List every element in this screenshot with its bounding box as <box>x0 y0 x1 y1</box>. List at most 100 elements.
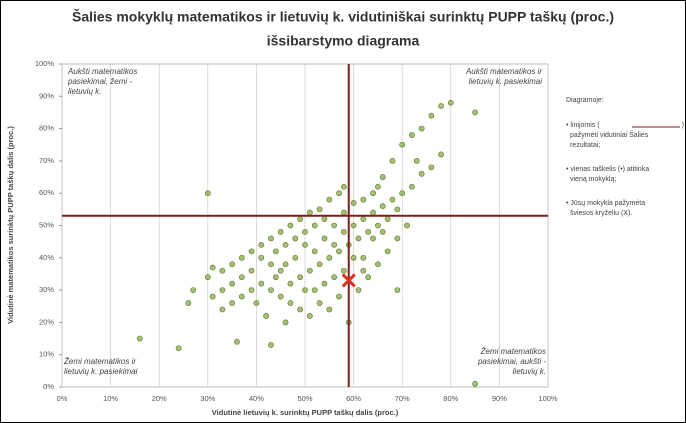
point <box>438 151 444 158</box>
point <box>355 235 362 242</box>
point <box>229 280 235 287</box>
x-tick-label: 100% <box>538 394 558 403</box>
y-tick-label: 30% <box>39 285 54 294</box>
point <box>316 206 323 213</box>
point <box>350 199 357 206</box>
notes-text: • vienas taškelis (•) atitinka <box>566 166 649 173</box>
notes-text: šviesos kryželiu (X). <box>570 210 632 217</box>
y-tick-label: 20% <box>39 317 54 326</box>
point <box>336 248 342 255</box>
point <box>234 338 240 345</box>
chart-title: išsibarstymo diagrama <box>267 33 420 49</box>
y-tick-label: 100% <box>35 59 55 68</box>
point <box>175 345 182 352</box>
point <box>379 229 386 235</box>
point <box>292 235 299 242</box>
x-tick-label: 30% <box>200 394 215 403</box>
quadrant-label: Aukšti matematikos ir <box>465 67 542 76</box>
point <box>268 235 274 242</box>
point <box>360 267 367 274</box>
y-axis-label: Vidutinė matematikos surinktų PUPP taškų… <box>6 126 15 324</box>
point <box>350 222 357 229</box>
point <box>399 141 406 148</box>
chart-title: Šalies mokyklų matematikos ir lietuvių k… <box>72 8 614 25</box>
point <box>379 174 386 180</box>
point <box>287 280 294 287</box>
point <box>331 222 338 229</box>
point <box>360 216 367 222</box>
point <box>204 190 211 197</box>
point <box>370 235 376 242</box>
notes-text: ) <box>682 122 684 129</box>
point <box>394 206 401 213</box>
point <box>268 287 274 293</box>
point <box>384 248 391 255</box>
point <box>297 274 304 281</box>
point <box>336 293 342 300</box>
point <box>238 293 245 300</box>
point <box>374 222 381 229</box>
point <box>472 380 478 387</box>
notes-heading: Diagramoje: <box>566 97 604 104</box>
point <box>258 241 265 248</box>
point <box>238 274 245 281</box>
point <box>277 229 284 235</box>
notes-text: pažymėti vidutiniai Šalies <box>570 130 649 139</box>
point <box>360 254 367 261</box>
quadrant-label: pasiekimai, žemi - <box>67 77 132 86</box>
point <box>297 306 304 313</box>
y-tick-label: 90% <box>39 91 54 100</box>
notes-text: rezultatai; <box>570 142 600 149</box>
point <box>365 229 372 235</box>
point <box>331 274 338 281</box>
point <box>253 300 260 306</box>
x-axis-label: Vidutinė lietuvių k. surinktų PUPP taškų… <box>212 408 399 417</box>
y-tick-label: 10% <box>39 350 54 359</box>
point <box>297 216 304 222</box>
point <box>209 264 216 271</box>
point <box>219 287 226 293</box>
point <box>370 209 376 216</box>
quadrant-label: pasiekimai, aukšti - <box>477 357 546 366</box>
point <box>302 287 308 293</box>
point <box>268 342 274 348</box>
point <box>136 335 143 342</box>
point <box>272 274 279 281</box>
point <box>287 300 294 306</box>
point <box>355 287 362 293</box>
point <box>326 306 333 313</box>
point <box>311 248 318 255</box>
point <box>418 125 425 132</box>
point <box>447 99 454 106</box>
point <box>389 157 396 164</box>
point <box>409 183 415 190</box>
point <box>311 287 318 293</box>
point <box>394 287 401 293</box>
x-tick-label: 50% <box>297 394 312 403</box>
point <box>374 261 381 268</box>
x-tick-label: 70% <box>395 394 410 403</box>
point <box>209 293 216 300</box>
quadrant-label: Žemi matematikos ir <box>63 357 136 366</box>
point <box>438 103 444 109</box>
point <box>287 222 294 229</box>
point <box>428 164 435 171</box>
point <box>321 216 328 222</box>
quadrant-label: lietuvių k. <box>513 367 546 376</box>
point <box>311 222 318 229</box>
point <box>292 254 299 261</box>
point <box>185 300 192 306</box>
quadrant-label: lietuvių k. pasiekimai <box>64 367 138 376</box>
y-tick-label: 0% <box>43 382 54 391</box>
point <box>340 229 347 235</box>
y-tick-label: 40% <box>39 253 54 262</box>
point <box>340 183 347 190</box>
point <box>389 196 396 203</box>
point <box>365 274 372 281</box>
point <box>413 157 420 164</box>
notes-text: vieną mokyklą; <box>570 176 616 183</box>
y-tick-label: 80% <box>39 124 54 133</box>
quadrant-label: Aukšti matematikos <box>67 67 137 76</box>
point <box>238 254 245 261</box>
point <box>418 170 425 177</box>
